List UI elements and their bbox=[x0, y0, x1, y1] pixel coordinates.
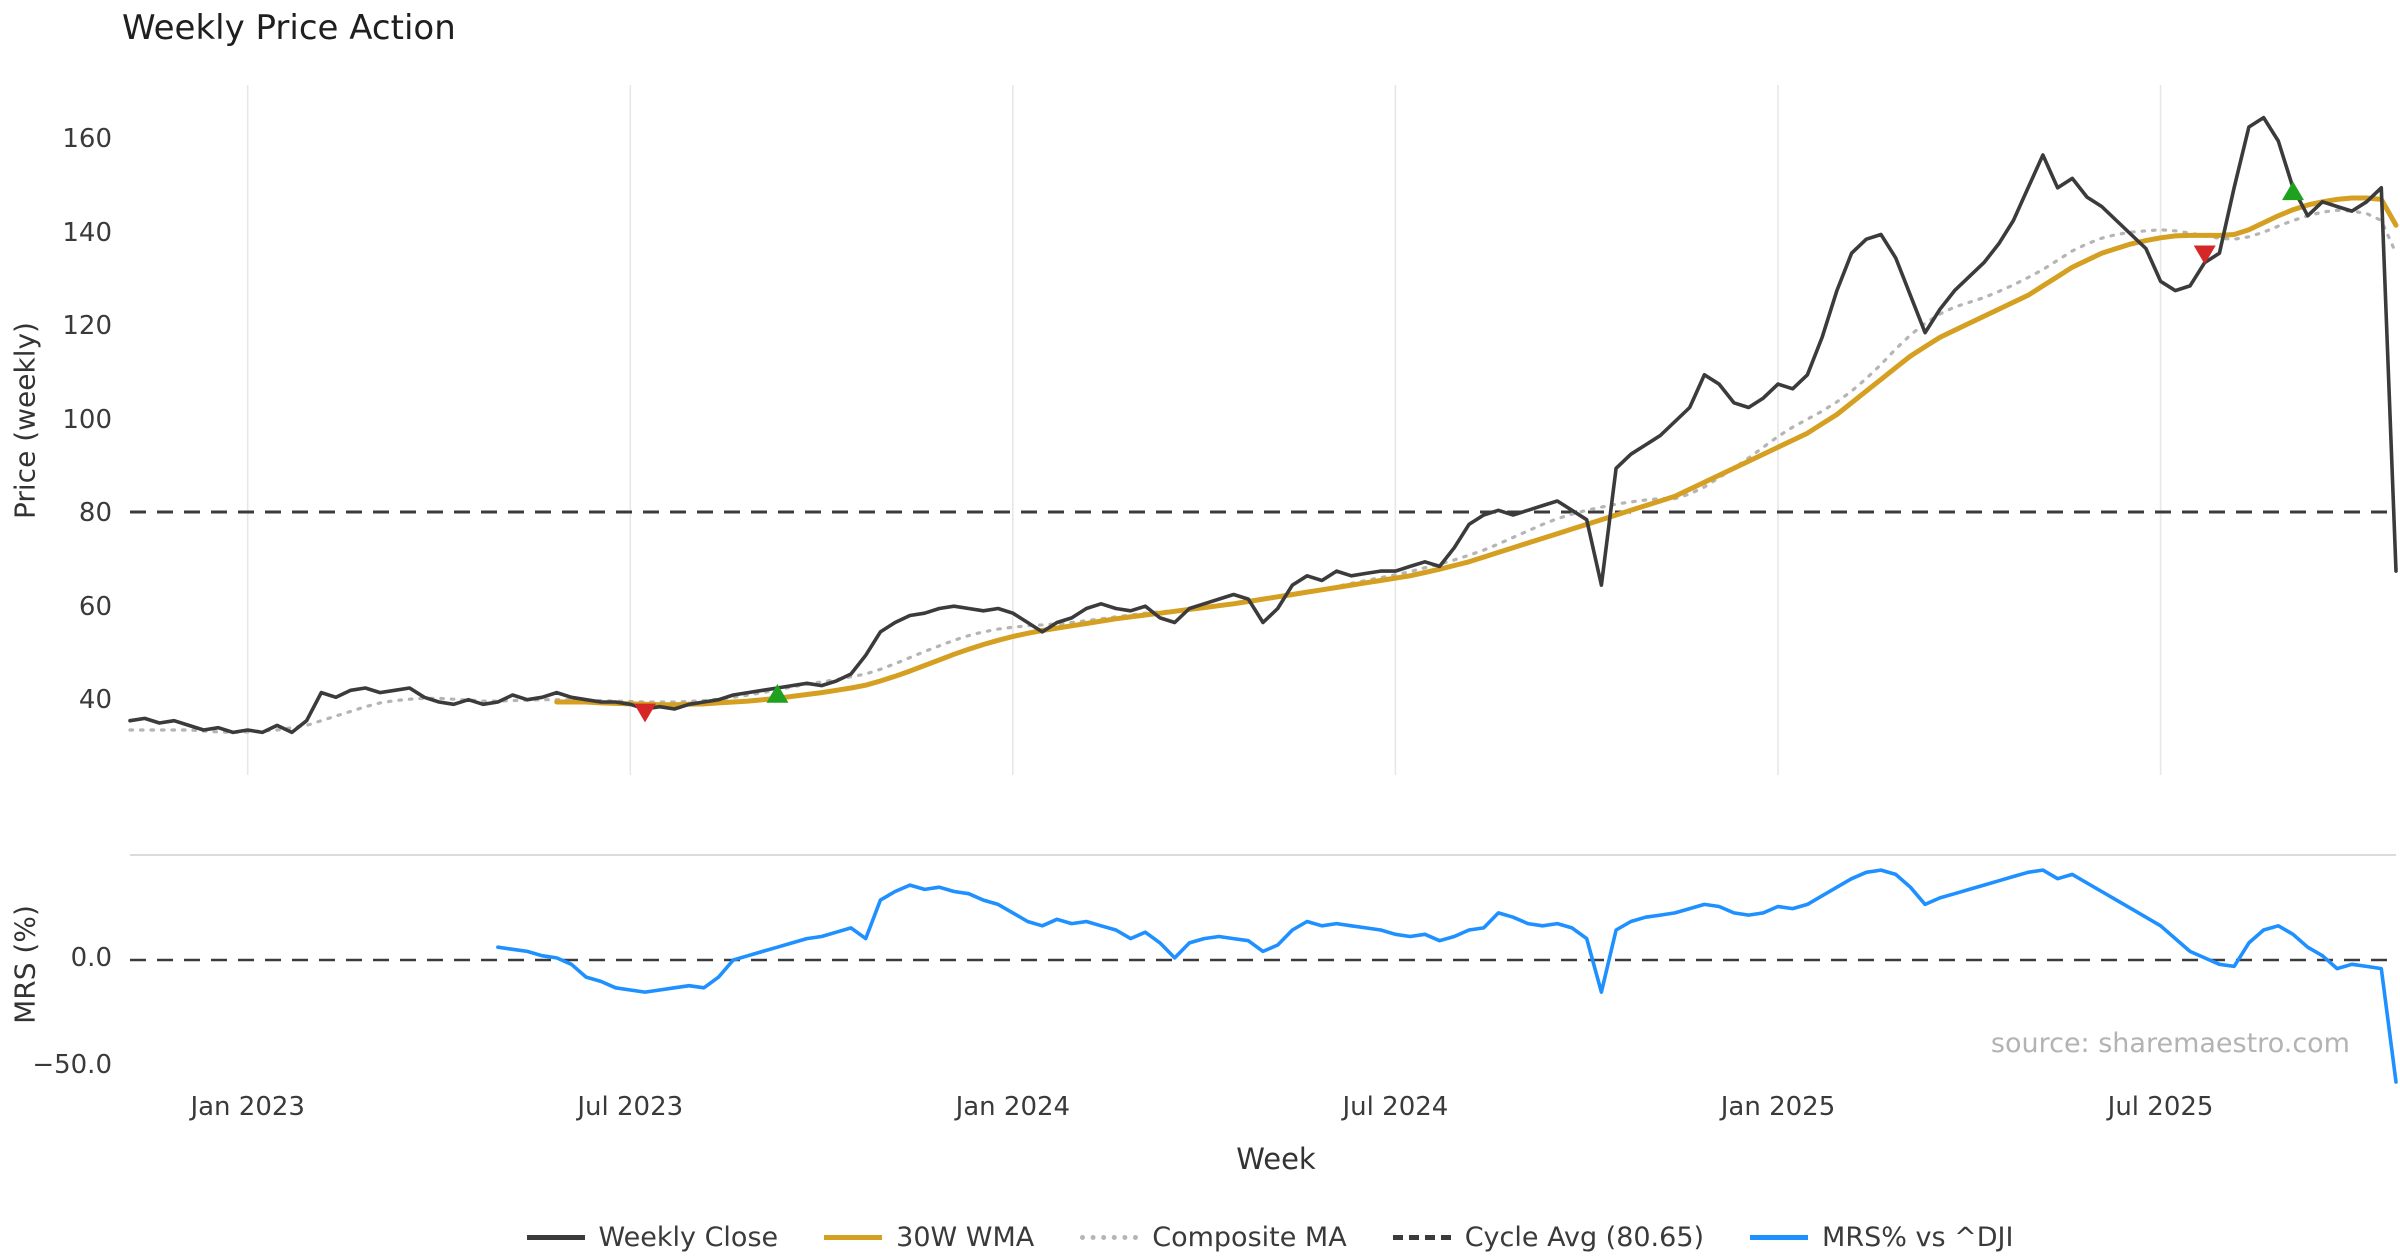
legend: Weekly Close 30W WMA Composite MA Cycle Avg… bbox=[70, 1222, 2400, 1253]
legend-item: Composite MA bbox=[1080, 1222, 1347, 1253]
legend-item: 30W WMA bbox=[824, 1222, 1034, 1253]
price-tick-label: 60 bbox=[78, 591, 112, 622]
x-tick-label: Jul 2025 bbox=[2107, 1092, 2214, 1122]
mrs-tick-label: 0.0 bbox=[70, 943, 112, 973]
x-tick-label: Jan 2024 bbox=[955, 1092, 1071, 1122]
legend-item: MRS% vs ^DJI bbox=[1750, 1222, 2013, 1253]
x-axis-label: Week bbox=[1236, 1142, 1316, 1176]
series-30w-wma bbox=[554, 195, 2399, 708]
legend-label: 30W WMA bbox=[896, 1222, 1035, 1253]
chart-title: Weekly Price Action bbox=[122, 8, 456, 48]
x-tick-label: Jan 2023 bbox=[190, 1092, 305, 1122]
mrs-tick-label: −50.0 bbox=[32, 1050, 112, 1080]
buy-marker bbox=[2282, 181, 2304, 201]
price-tick-label: 160 bbox=[62, 124, 112, 154]
price-tick-label: 80 bbox=[78, 498, 112, 528]
series-weekly-close bbox=[128, 115, 2398, 735]
x-tick-label: Jul 2023 bbox=[577, 1092, 684, 1122]
legend-label: Cycle Avg (80.65) bbox=[1464, 1222, 1705, 1253]
price-tick-label: 40 bbox=[78, 685, 112, 715]
legend-swatch-icon bbox=[1750, 1235, 1809, 1240]
legend-label: Composite MA bbox=[1152, 1222, 1347, 1253]
series-mrs-vs-dji bbox=[496, 868, 2398, 1084]
x-tick-label: Jan 2025 bbox=[1720, 1092, 1836, 1122]
price-tick-label: 120 bbox=[62, 311, 112, 341]
source-watermark: source: sharemaestro.com bbox=[1990, 1028, 2350, 1059]
legend-item: Cycle Avg (80.65) bbox=[1392, 1222, 1705, 1253]
sell-marker bbox=[2193, 245, 2216, 265]
legend-swatch-icon bbox=[1392, 1235, 1451, 1240]
legend-label: Weekly Close bbox=[598, 1222, 779, 1253]
price-tick-label: 140 bbox=[62, 217, 112, 248]
series-composite-ma bbox=[128, 208, 2398, 734]
x-tick-label: Jul 2024 bbox=[1342, 1092, 1449, 1122]
legend-swatch-icon bbox=[824, 1235, 883, 1240]
legend-swatch-icon bbox=[526, 1235, 585, 1240]
legend-label: MRS% vs ^DJI bbox=[1822, 1222, 2014, 1253]
price-tick-label: 100 bbox=[62, 404, 112, 435]
legend-item: Weekly Close bbox=[526, 1222, 779, 1253]
buy-marker bbox=[766, 683, 789, 703]
legend-swatch-icon bbox=[1080, 1235, 1139, 1240]
sell-marker bbox=[634, 703, 656, 723]
